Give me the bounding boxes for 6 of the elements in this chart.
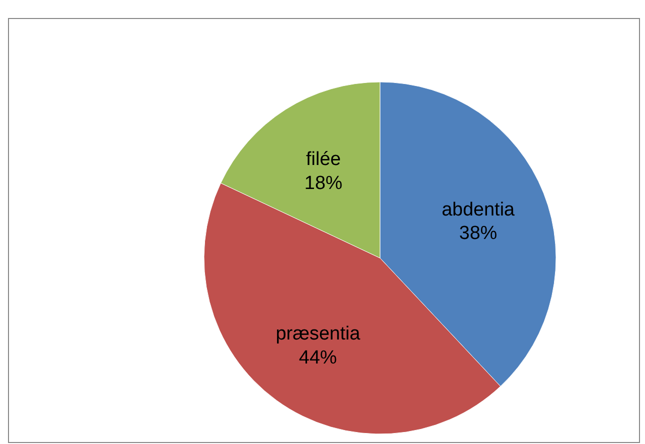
data-label: 18%	[304, 172, 343, 194]
slice-label: abdentia	[442, 199, 516, 220]
slice-label: filée	[306, 149, 341, 170]
slice-label: præsentia	[276, 324, 361, 345]
data-label: 38%	[459, 223, 498, 244]
data-label: 44%	[298, 347, 338, 368]
